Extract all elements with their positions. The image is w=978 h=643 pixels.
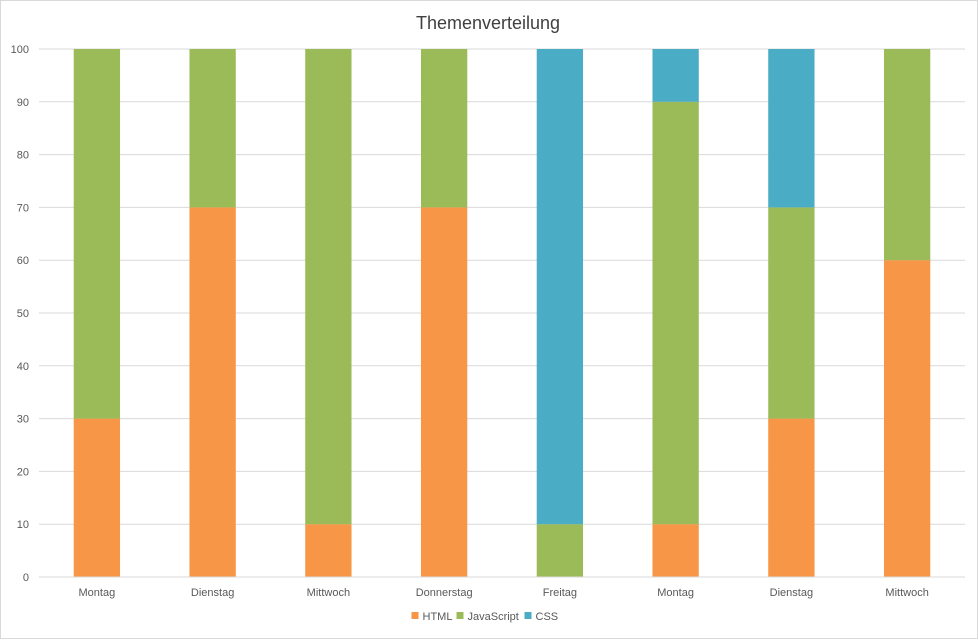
x-axis-ticks: Montag Dienstag Mittwoch Donnerstag Freitag M… — [79, 587, 929, 599]
bar-segment-css — [768, 49, 815, 208]
x-tick-label: Dienstag — [770, 587, 813, 599]
chart-title: Themenverteilung — [416, 13, 560, 33]
bar-segment-html — [883, 260, 931, 577]
bar-segment-html — [189, 207, 236, 577]
legend: HTML JavaScript CSS — [411, 611, 559, 623]
bar-segment-html — [73, 418, 121, 577]
bar-segment-html — [652, 524, 699, 577]
legend-swatch — [411, 612, 419, 619]
x-tick-label: Mittwoch — [885, 587, 928, 599]
x-tick-label: Freitag — [543, 587, 577, 599]
bar-segment-css — [536, 49, 584, 525]
x-tick-label: Dienstag — [191, 587, 234, 599]
bar-segment-javascript — [189, 49, 236, 208]
bar-segment-javascript — [420, 49, 468, 208]
gridlines — [39, 48, 965, 525]
legend-label: CSS — [536, 611, 559, 623]
bar-segment-css — [652, 49, 699, 102]
bar-segment-javascript — [883, 49, 931, 261]
y-tick-label: 80 — [17, 150, 29, 162]
legend-swatch — [524, 612, 532, 619]
bar-segment-javascript — [305, 49, 352, 525]
bar-segment-javascript — [652, 101, 699, 525]
legend-label: HTML — [423, 611, 453, 623]
bar-segment-javascript — [536, 524, 584, 577]
y-tick-label: 50 — [17, 308, 29, 320]
legend-swatch — [456, 612, 464, 619]
y-tick-label: 20 — [17, 466, 29, 478]
x-tick-label: Montag — [657, 587, 694, 599]
x-tick-label: Donnerstag — [416, 587, 473, 599]
y-tick-label: 10 — [17, 519, 29, 531]
legend-label: JavaScript — [468, 611, 519, 623]
y-tick-label: 40 — [17, 361, 29, 373]
bar-segment-html — [768, 418, 815, 577]
y-axis-ticks: 0 10 20 30 40 50 60 70 80 90 100 — [11, 44, 29, 584]
y-tick-label: 100 — [11, 44, 29, 56]
bar-segment-html — [420, 207, 468, 577]
y-tick-label: 70 — [17, 202, 29, 214]
y-tick-label: 0 — [23, 572, 29, 584]
bars — [73, 49, 931, 577]
y-tick-label: 30 — [17, 414, 29, 426]
y-tick-label: 60 — [17, 255, 29, 267]
bar-segment-javascript — [73, 49, 121, 419]
bar-segment-html — [305, 524, 352, 577]
x-tick-label: Montag — [79, 587, 116, 599]
x-tick-label: Mittwoch — [307, 587, 350, 599]
y-tick-label: 90 — [17, 97, 29, 109]
bar-segment-javascript — [768, 207, 815, 419]
